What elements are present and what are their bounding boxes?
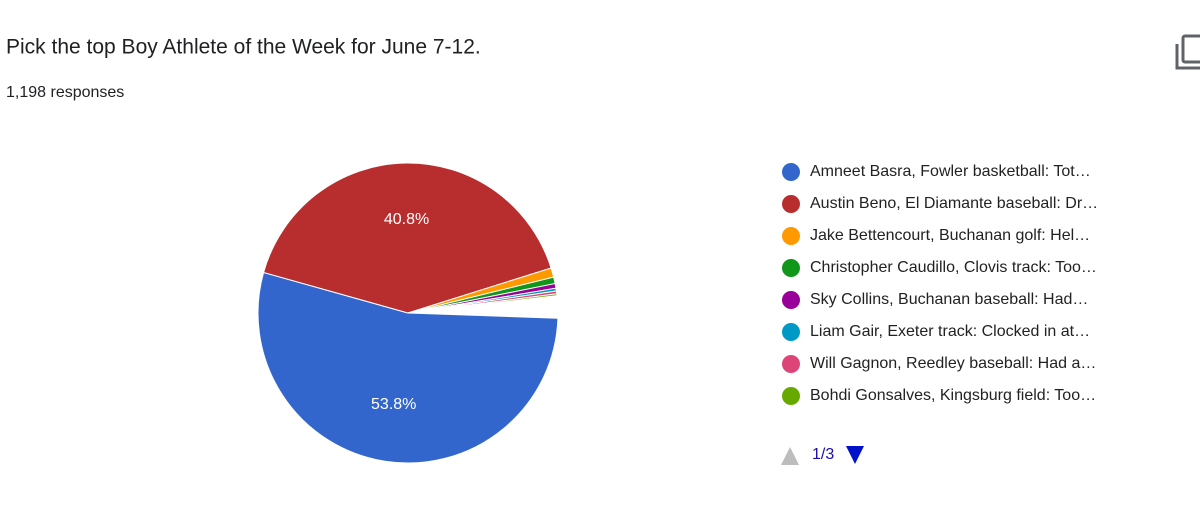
copy-icon[interactable]	[1175, 34, 1200, 70]
pie-slice	[407, 293, 558, 314]
legend-swatch	[782, 163, 800, 181]
legend-swatch	[782, 291, 800, 309]
legend-swatch	[782, 259, 800, 277]
legend-label: Amneet Basra, Fowler basketball: Tot…	[810, 163, 1091, 180]
legend-swatch	[782, 387, 800, 405]
legend-label: Sky Collins, Buchanan baseball: Had…	[810, 291, 1088, 308]
legend-swatch	[782, 323, 800, 341]
pie-slice	[257, 271, 559, 464]
legend-label: Jake Bettencourt, Buchanan golf: Hel…	[810, 227, 1090, 244]
pie-slice	[262, 162, 552, 314]
legend-label: Bohdi Gonsalves, Kingsburg field: Too…	[810, 387, 1096, 404]
pager-next[interactable]	[846, 446, 864, 464]
slice-label: 40.8%	[384, 211, 429, 228]
chart-title: Pick the top Boy Athlete of the Week for…	[6, 36, 481, 59]
legend-swatch	[782, 195, 800, 213]
legend-label: Austin Beno, El Diamante baseball: Dr…	[810, 195, 1098, 212]
legend-label: Liam Gair, Exeter track: Clocked in at…	[810, 323, 1090, 340]
pager-prev[interactable]	[781, 447, 799, 465]
legend-label: Christopher Caudillo, Clovis track: Too…	[810, 259, 1097, 276]
legend-pager: 1/3	[812, 446, 834, 463]
legend-label: Will Gagnon, Reedley baseball: Had a…	[810, 355, 1096, 372]
legend-swatch	[782, 227, 800, 245]
legend-swatch	[782, 355, 800, 373]
slice-label: 53.8%	[371, 396, 416, 413]
chart-subtitle: 1,198 responses	[6, 84, 124, 101]
